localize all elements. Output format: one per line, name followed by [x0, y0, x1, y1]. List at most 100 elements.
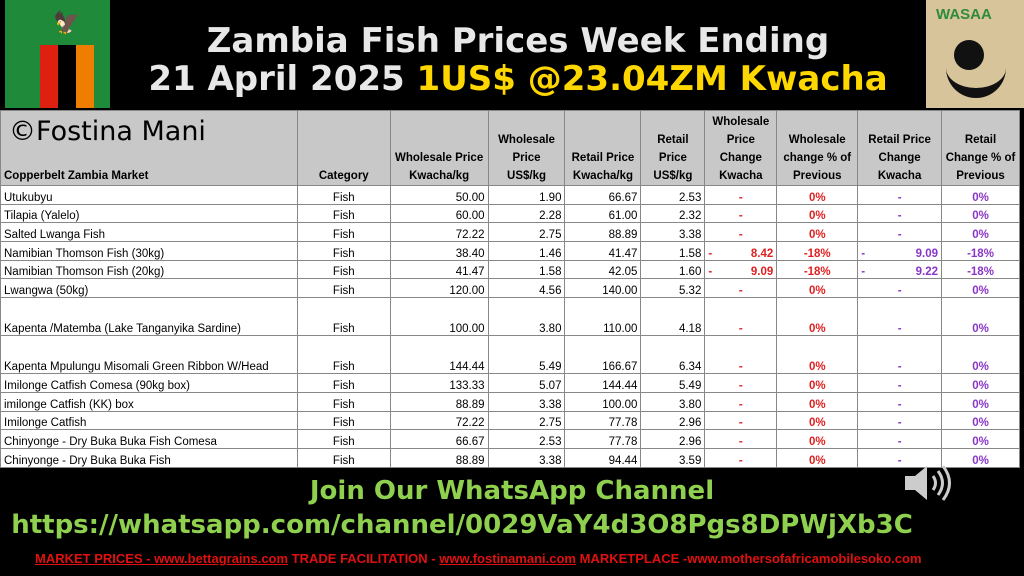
column-header: Category — [296, 110, 391, 186]
table-cell: - — [704, 373, 778, 393]
table-cell: 2.28 — [487, 203, 566, 224]
table-row: imilonge Catfish (KK) box Fish 88.89 3.38 10… — [0, 391, 1020, 412]
table-cell: Fish — [296, 447, 391, 468]
table-cell: 0% — [941, 203, 1020, 224]
whatsapp-link[interactable]: https://whatsapp.com/channel/0029VaY4d3O… — [11, 510, 913, 540]
table-cell: 50.00 — [389, 185, 489, 205]
table-row: Salted Lwanga Fish Fish 72.22 2.75 88.89 3.38… — [0, 222, 1020, 243]
table-row: Chinyonge - Dry Buka Buka Fish Comesa Fis… — [0, 429, 1020, 449]
table-cell: 61.00 — [564, 203, 642, 224]
table-cell: - — [857, 335, 943, 375]
table-row: Lwangwa (50kg) Fish 120.00 4.56 140.00 5.32-0… — [0, 278, 1020, 299]
table-row: Chinyonge - Dry Buka Buka Fish Fish 88.89 3… — [0, 447, 1020, 468]
marketplace-link[interactable]: MARKETPLACE -www.mothersofafricamobileso… — [576, 551, 922, 566]
table-row: Kapenta Mpulungu Misomali Green Ribbon W… — [0, 335, 1020, 375]
table-cell: 0% — [776, 185, 859, 205]
zambia-flag: 🦅 — [5, 0, 110, 108]
table-cell: - — [704, 297, 778, 337]
table-cell: 110.00 — [564, 297, 642, 337]
table-cell: 1.90 — [487, 185, 566, 205]
table-cell: 0% — [941, 391, 1020, 412]
table-cell: 133.33 — [389, 373, 489, 393]
table-cell: 0% — [776, 447, 859, 468]
column-header: Wholesale Price Change Kwacha — [704, 110, 778, 186]
table-cell: 88.89 — [389, 391, 489, 412]
table-cell: Fish — [296, 278, 391, 299]
table-cell: - — [857, 222, 943, 243]
table-cell: Fish — [296, 297, 391, 337]
table-cell: -18% — [941, 259, 1020, 280]
wasaa-logo: WASAA — [926, 0, 1024, 108]
table-cell: Fish — [296, 335, 391, 375]
table-cell: 42.05 — [564, 259, 642, 280]
speaker-icon[interactable] — [903, 462, 953, 509]
trade-link[interactable]: www.fostinamani.com — [439, 551, 576, 566]
table-cell: 6.34 — [640, 335, 706, 375]
table-cell: Kapenta Mpulungu Misomali Green Ribbon W… — [0, 335, 298, 375]
table-cell: 1.46 — [487, 241, 566, 261]
table-cell: 5.49 — [640, 373, 706, 393]
table-cell: 2.75 — [487, 410, 566, 431]
market-header: Copperbelt Zambia Market — [4, 170, 149, 182]
table-cell: Chinyonge - Dry Buka Buka Fish Comesa — [0, 429, 298, 449]
table-cell: 0% — [776, 222, 859, 243]
column-header: ©Fostina Mani Copperbelt Zambia Market — [0, 110, 298, 186]
table-row: Namibian Thomson Fish (30kg) Fish 38.40 1.4… — [0, 241, 1020, 261]
table-cell: Fish — [296, 410, 391, 431]
table-cell: 88.89 — [564, 222, 642, 243]
table-cell: 38.40 — [389, 241, 489, 261]
column-header: Retail Price US$/kg — [640, 110, 706, 186]
table-cell: - — [704, 429, 778, 449]
table-cell: - — [704, 391, 778, 412]
table-cell: -9.09 — [857, 241, 943, 261]
table-cell: 1.60 — [640, 259, 706, 280]
table-cell: Fish — [296, 185, 391, 205]
column-header: Retail Price Change Kwacha — [857, 110, 943, 186]
table-cell: 100.00 — [389, 297, 489, 337]
table-cell: 72.22 — [389, 410, 489, 431]
table-cell: - — [857, 429, 943, 449]
table-cell: 0% — [941, 373, 1020, 393]
table-cell: Fish — [296, 222, 391, 243]
table-cell: 5.49 — [487, 335, 566, 375]
table-cell: Imilonge Catfish — [0, 410, 298, 431]
table-cell: 3.38 — [487, 391, 566, 412]
table-cell: 4.56 — [487, 278, 566, 299]
table-cell: -9.09 — [704, 259, 778, 280]
table-cell: 0% — [941, 185, 1020, 205]
table-cell: Utukubyu — [0, 185, 298, 205]
table-cell: - — [704, 410, 778, 431]
table-cell: - — [857, 373, 943, 393]
table-cell: Fish — [296, 429, 391, 449]
table-cell: 1.58 — [487, 259, 566, 280]
table-cell: 72.22 — [389, 222, 489, 243]
table-row: Tilapia (Yalelo) Fish 60.00 2.28 61.00 2.32-0… — [0, 203, 1020, 224]
table-cell: Fish — [296, 373, 391, 393]
table-cell: Lwangwa (50kg) — [0, 278, 298, 299]
market-prices-link[interactable]: MARKET PRICES - www.bettagrains.com — [35, 551, 289, 566]
table-cell: 0% — [941, 447, 1020, 468]
table-cell: 0% — [941, 429, 1020, 449]
footer: MARKET PRICES - www.bettagrains.com TRAD… — [35, 551, 922, 566]
page-title: Zambia Fish Prices Week Ending 21 April … — [110, 22, 926, 98]
table-cell: 94.44 — [564, 447, 642, 468]
eagle-icon: 🦅 — [53, 10, 81, 35]
table-cell: -8.42 — [704, 241, 778, 261]
table-cell: 0% — [776, 410, 859, 431]
author-credit: ©Fostina Mani — [9, 116, 206, 147]
table-row: Imilonge Catfish Fish 72.22 2.75 77.78 2.96-0… — [0, 410, 1020, 431]
table-cell: 1.58 — [640, 241, 706, 261]
table-cell: 0% — [941, 278, 1020, 299]
table-cell: 100.00 — [564, 391, 642, 412]
table-cell: 3.80 — [487, 297, 566, 337]
table-cell: Chinyonge - Dry Buka Buka Fish — [0, 447, 298, 468]
column-header: Wholesale Price Kwacha/kg — [389, 110, 489, 186]
table-cell: - — [857, 447, 943, 468]
price-table: ©Fostina Mani Copperbelt Zambia Market Cat… — [0, 110, 1020, 468]
table-cell: - — [704, 278, 778, 299]
table-cell: 66.67 — [389, 429, 489, 449]
table-cell: 0% — [941, 222, 1020, 243]
table-cell: 120.00 — [389, 278, 489, 299]
column-header: Retail Change % of Previous — [941, 110, 1020, 186]
table-cell: 0% — [776, 335, 859, 375]
